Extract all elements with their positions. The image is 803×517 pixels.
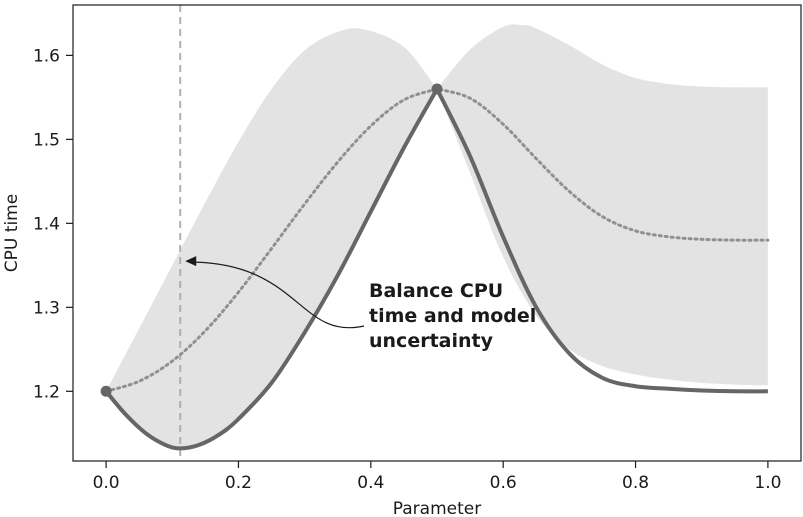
y-tick-label: 1.6 [33, 46, 60, 66]
annotation-arrow [195, 261, 365, 329]
y-tick-label: 1.5 [33, 130, 60, 150]
y-tick-label: 1.4 [33, 214, 60, 234]
x-tick-label: 0.4 [357, 473, 384, 493]
y-axis-label: CPU time [2, 194, 22, 272]
x-axis-label: Parameter [393, 499, 481, 517]
y-axis-ticks: 1.2 1.3 1.4 1.5 1.6 [33, 46, 73, 402]
y-tick-label: 1.3 [33, 298, 60, 318]
observation-point [100, 385, 112, 397]
y-tick-label: 1.2 [33, 382, 60, 402]
x-axis-ticks: 0.0 0.2 0.4 0.6 0.8 1.0 [93, 461, 781, 493]
x-tick-label: 1.0 [754, 473, 781, 493]
x-tick-label: 0.8 [622, 473, 649, 493]
observation-point [431, 83, 443, 95]
annotation: Balance CPU time and model uncertainty [185, 256, 536, 352]
annotation-arrowhead [185, 256, 197, 267]
true-function-line [104, 86, 768, 451]
plot-area [100, 5, 770, 461]
plot-frame [72, 4, 802, 462]
x-tick-label: 0.2 [225, 473, 252, 493]
x-tick-label: 0.6 [490, 473, 517, 493]
uncertainty-band [106, 24, 768, 449]
annotation-line: uncertainty [369, 330, 494, 352]
annotation-line: time and model [369, 305, 536, 327]
x-tick-label: 0.0 [93, 473, 120, 493]
annotation-line: Balance CPU [369, 280, 503, 302]
